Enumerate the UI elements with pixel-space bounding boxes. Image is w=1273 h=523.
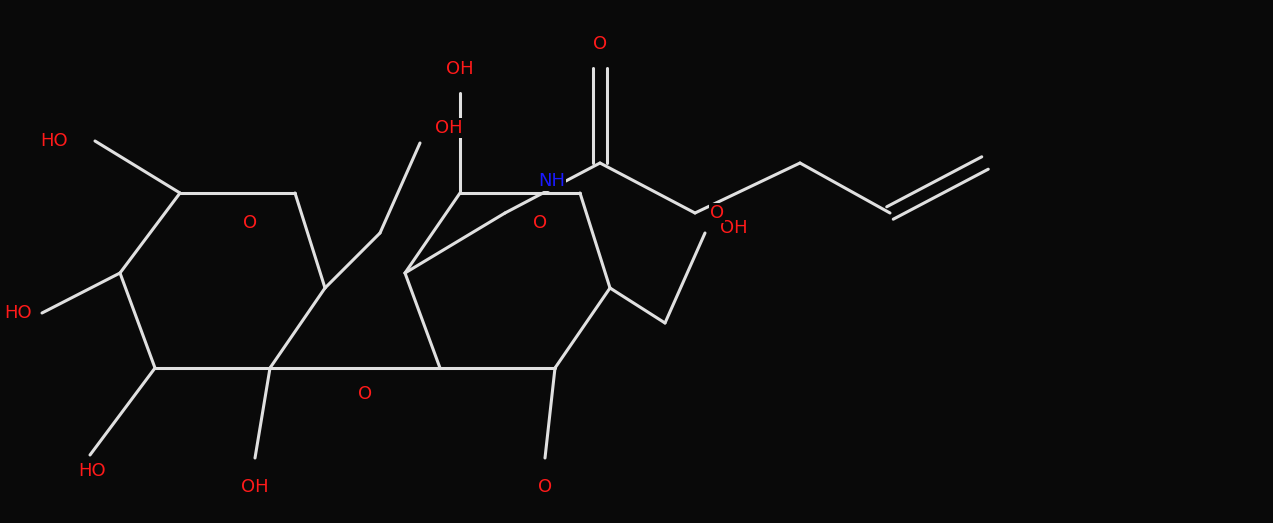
Text: OH: OH — [435, 119, 462, 137]
Text: OH: OH — [721, 219, 747, 237]
Text: HO: HO — [41, 132, 67, 150]
Text: HO: HO — [78, 462, 106, 480]
Text: OH: OH — [241, 478, 269, 496]
Text: O: O — [533, 214, 547, 232]
Text: O: O — [538, 478, 552, 496]
Text: NH: NH — [538, 172, 565, 190]
Text: O: O — [358, 385, 372, 403]
Text: HO: HO — [4, 304, 32, 322]
Text: O: O — [710, 204, 724, 222]
Text: O: O — [243, 214, 257, 232]
Text: OH: OH — [447, 60, 474, 78]
Text: O: O — [593, 35, 607, 53]
